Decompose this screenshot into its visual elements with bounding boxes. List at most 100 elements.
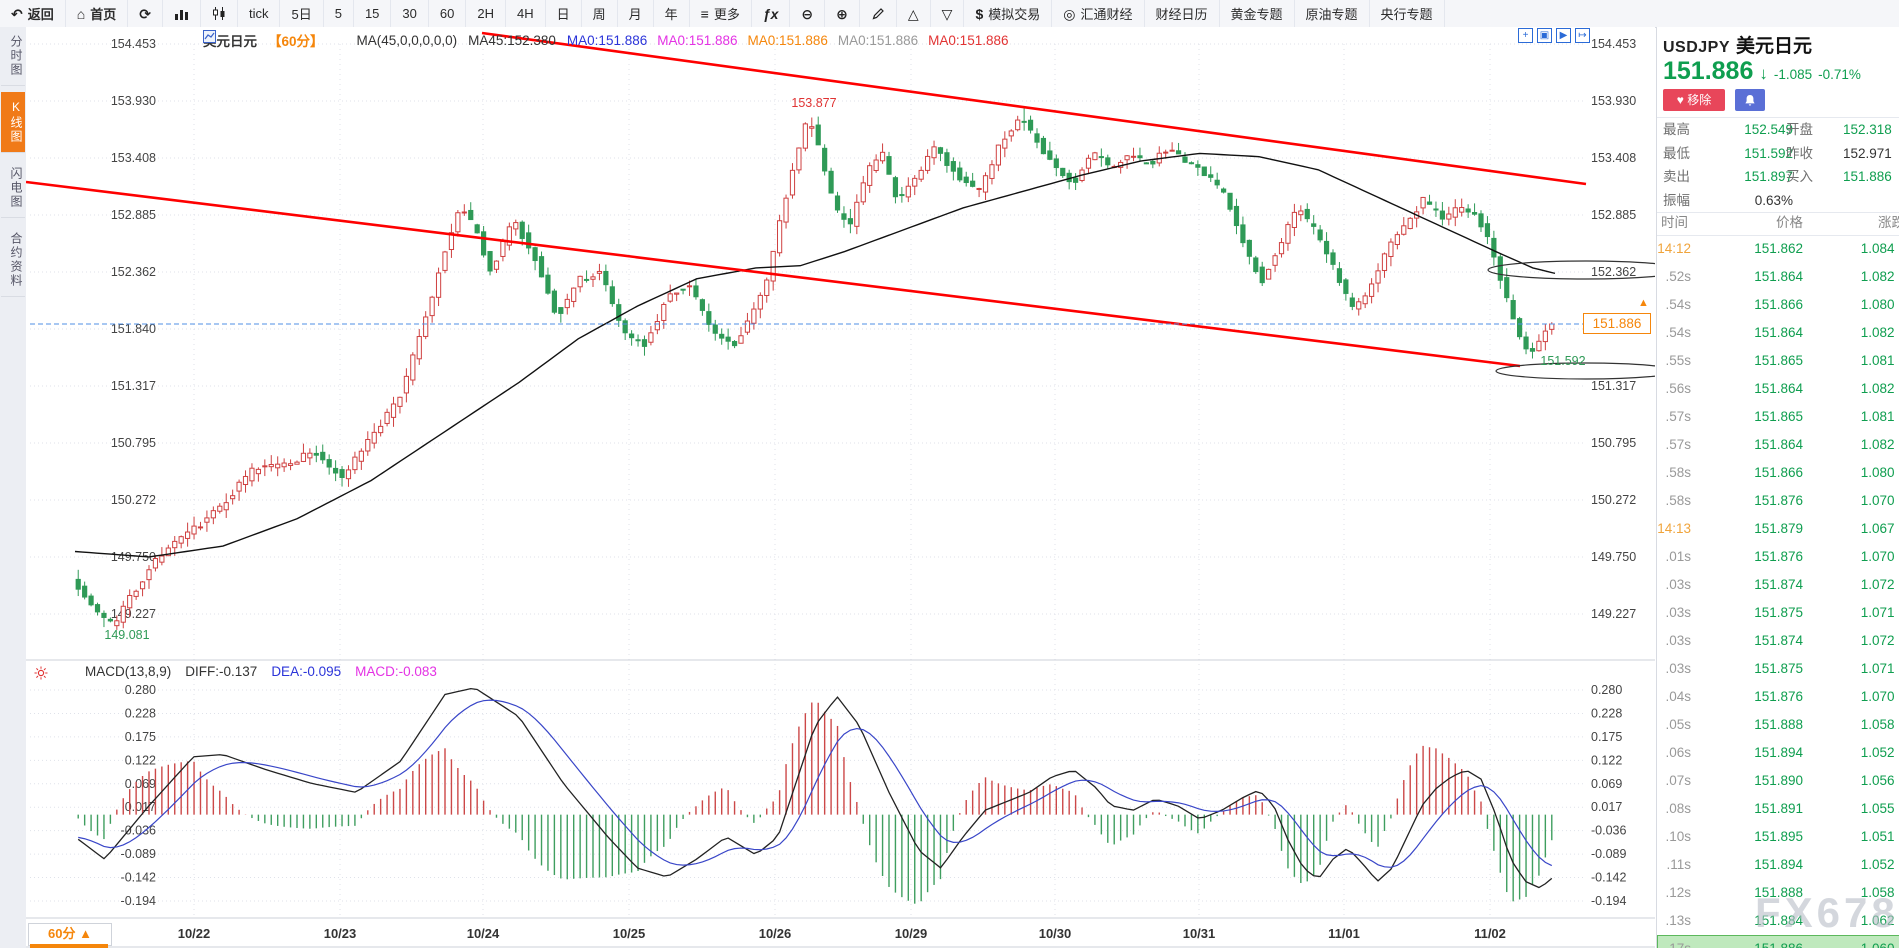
current-price-tag: 151.886	[1583, 313, 1651, 334]
circle-annotation-lower[interactable]	[1495, 362, 1655, 380]
toolbar-label-oil: 原油专题	[1305, 7, 1358, 22]
candle-body	[1040, 137, 1047, 155]
sidebar-tab-kline-chart[interactable]: K线图	[1, 92, 25, 153]
toolbar-label-m30: 30	[402, 6, 417, 21]
toolbar-item-draw[interactable]	[860, 0, 897, 27]
panel-last-price: 151.886	[1663, 57, 1754, 85]
toolbar-label-week: 周	[592, 7, 606, 22]
toolbar-item-home[interactable]: ⌂ 首页	[66, 0, 129, 27]
sidebar-tab-contract-info[interactable]: 合约资料	[1, 224, 25, 297]
toolbar-item-h4[interactable]: 4H	[506, 0, 546, 27]
toolbar-item-triangle-down[interactable]: ▽	[931, 0, 965, 27]
svg-text:149.750: 149.750	[1591, 550, 1636, 564]
jump-latest-icon[interactable]: ↦	[1575, 28, 1590, 43]
candle-body	[1536, 340, 1542, 352]
toolbar-item-candle-chart[interactable]	[201, 0, 238, 27]
toolbar-item-central-bank[interactable]: 央行专题	[1370, 0, 1445, 27]
toolbar-item-month[interactable]: 月	[618, 0, 654, 27]
candle-body	[345, 469, 352, 480]
toolbar-item-back[interactable]: ↶ 返回	[0, 0, 66, 27]
scroll-right-icon[interactable]: ▶	[1556, 28, 1571, 43]
remove-favorite-button[interactable]: ♥ 移除	[1663, 89, 1725, 111]
candle-body	[661, 303, 667, 321]
toolbar-item-m15[interactable]: 15	[354, 0, 392, 27]
stat-row-0: 最高 152.549 开盘 152.318	[1663, 122, 1892, 137]
fit-chart-icon[interactable]: ▣	[1537, 28, 1552, 43]
candle-body	[371, 431, 377, 444]
stat-row-1: 最低 151.592 昨收 152.971	[1663, 145, 1892, 161]
candle-chart-icon	[212, 7, 226, 20]
pencil-icon	[871, 7, 885, 21]
toolbar-item-sim-trading[interactable]: $ 模拟交易	[964, 0, 1053, 27]
candle-body	[146, 569, 152, 581]
toolbar-item-day[interactable]: 日	[546, 0, 582, 27]
chart-canvas[interactable]: 154.453 154.453 153.930 153.930 153.408 153.4…	[26, 27, 1655, 948]
ma0-value-1: MA0:151.886	[657, 32, 738, 48]
candle-body	[281, 462, 287, 468]
sidebar-tab-lightning-chart[interactable]: 闪电图	[1, 159, 25, 218]
candle-body	[1105, 157, 1111, 166]
candle-body	[120, 605, 126, 623]
toolbar-item-huitong[interactable]: ◎ 汇通财经	[1052, 0, 1145, 27]
toolbar-item-zoom-out[interactable]: ⊖	[790, 0, 826, 27]
candle-body	[197, 526, 204, 529]
circle-annotation-upper[interactable]	[1487, 260, 1655, 280]
macd-dea-label: DEA:-0.095	[271, 664, 342, 679]
panel-change: -1.085	[1773, 67, 1813, 82]
timeframe-bottom-tab[interactable]: 60分 ▲	[28, 923, 112, 946]
toolbar-item-zoom-in[interactable]: ⊕	[825, 0, 860, 27]
svg-text:150.272: 150.272	[111, 493, 156, 507]
panel-symbol-cjk: 美元日元	[1736, 36, 1813, 57]
toolbar-item-calendar[interactable]: 财经日历	[1145, 0, 1220, 27]
candle-body	[1092, 152, 1098, 161]
candle-body	[1253, 257, 1259, 273]
toolbar-item-gold[interactable]: 黄金专题	[1220, 0, 1295, 27]
toolbar-item-week[interactable]: 周	[582, 0, 618, 27]
toolbar-item-tick[interactable]: tick	[238, 0, 281, 27]
toolbar-item-bar-chart[interactable]	[163, 0, 201, 27]
candle-body	[242, 475, 249, 486]
candle-body	[1034, 133, 1040, 143]
candle-body	[519, 221, 525, 239]
svg-text:151.840: 151.840	[111, 322, 156, 336]
candle-body	[1246, 239, 1252, 257]
lower-trendline[interactable]	[26, 180, 1521, 368]
candles	[75, 106, 1555, 630]
candle-body	[403, 375, 409, 394]
toolbar-item-5d[interactable]: 5日	[280, 0, 324, 27]
toolbar-label-huitong: 汇通财经	[1080, 7, 1133, 22]
menu-icon: ≡	[700, 5, 709, 22]
toolbar-item-m5[interactable]: 5	[324, 0, 354, 27]
timeframe-label: 60分	[48, 926, 76, 941]
stat-row-3: 振幅 0.63%	[1663, 192, 1793, 208]
toolbar-item-refresh[interactable]: ⟳	[128, 0, 163, 27]
toolbar-item-year[interactable]: 年	[654, 0, 690, 27]
toolbar-item-fx[interactable]: ƒx	[752, 0, 791, 27]
candle-body	[1542, 330, 1548, 343]
candle-body	[204, 517, 210, 523]
candle-body	[172, 540, 178, 549]
upper-trendline[interactable]	[481, 31, 1587, 186]
candle-body	[1517, 318, 1523, 338]
candle-body	[114, 620, 120, 627]
candle-body	[365, 439, 371, 452]
toolbar-item-m30[interactable]: 30	[391, 0, 429, 27]
candle-body	[358, 450, 364, 462]
candle-body	[751, 308, 757, 324]
alert-bell-button[interactable]	[1735, 89, 1765, 111]
pan-icon[interactable]: +	[1518, 28, 1533, 43]
sidebar-tab-time-chart[interactable]: 分时图	[1, 27, 25, 86]
toolbar-item-m60[interactable]: 60	[429, 0, 467, 27]
candle-body	[1130, 155, 1137, 158]
candle-body	[1356, 301, 1362, 310]
toolbar-item-more[interactable]: ≡ 更多	[690, 0, 752, 27]
zoom-out-icon: ⊖	[801, 5, 814, 22]
toolbar-label-sim-trading: 模拟交易	[988, 7, 1041, 22]
candle-body	[107, 618, 113, 622]
toolbar-item-h2[interactable]: 2H	[466, 0, 506, 27]
macd-dea-line	[78, 699, 1553, 868]
toolbar-item-triangle-up[interactable]: △	[897, 0, 931, 27]
toolbar-item-oil[interactable]: 原油专题	[1295, 0, 1370, 27]
